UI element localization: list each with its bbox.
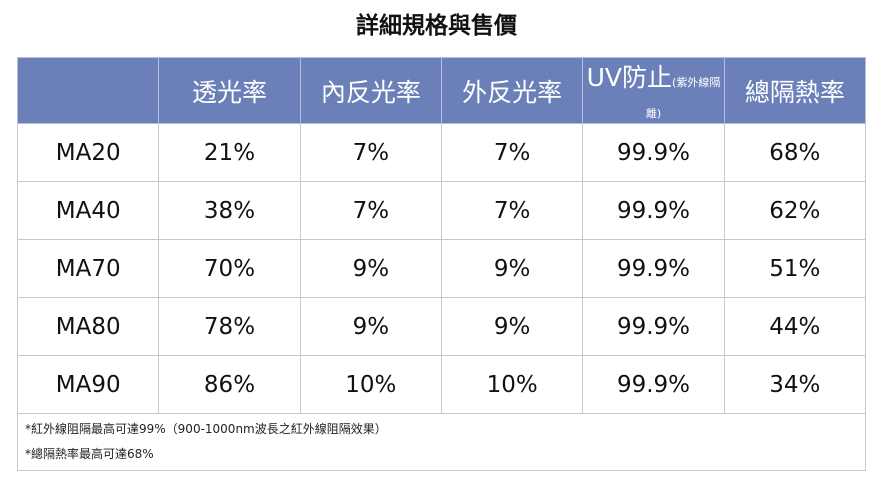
header-uv-label: UV防止 [586, 63, 673, 92]
table-row: MA80 78% 9% 9% 99.9% 44% [16, 297, 867, 356]
value-cell: 99.9% [582, 181, 725, 240]
value-cell: 99.9% [582, 297, 725, 356]
header-blank [16, 57, 160, 124]
value-cell: 99.9% [582, 355, 725, 414]
value-cell: 7% [440, 181, 584, 240]
model-cell: MA80 [16, 297, 160, 356]
value-cell: 99.9% [582, 239, 725, 298]
table-row: MA90 86% 10% 10% 99.9% 34% [16, 355, 867, 414]
model-cell: MA20 [16, 123, 160, 182]
header-uv-note: (紫外線隔離) [645, 76, 721, 120]
footnote: *紅外線阻隔最高可達99%（900-1000nm波長之紅外線阻隔效果） [25, 422, 387, 436]
footnote: *總隔熱率最高可達68% [25, 447, 154, 461]
value-cell: 9% [440, 239, 584, 298]
value-cell: 21% [158, 123, 301, 182]
value-cell: 68% [723, 123, 867, 182]
table-row: MA20 21% 7% 7% 99.9% 68% [16, 123, 867, 182]
header-interior-reflectance: 內反光率 [299, 57, 442, 124]
footnotes: *紅外線阻隔最高可達99%（900-1000nm波長之紅外線阻隔效果） *總隔熱… [17, 408, 866, 471]
value-cell: 9% [440, 297, 584, 356]
value-cell: 9% [299, 297, 442, 356]
page-title: 詳細規格與售價 [356, 13, 517, 39]
header-transmittance: 透光率 [158, 57, 301, 124]
value-cell: 44% [723, 297, 867, 356]
value-cell: 10% [299, 355, 442, 414]
spec-table: 透光率 內反光率 外反光率 UV防止(紫外線隔離) 總隔熱率 MA20 21% 7%… [16, 57, 867, 414]
table-header-row: 透光率 內反光率 外反光率 UV防止(紫外線隔離) 總隔熱率 [16, 57, 867, 124]
value-cell: 10% [440, 355, 584, 414]
value-cell: 86% [158, 355, 301, 414]
header-uv: UV防止(紫外線隔離) [582, 57, 725, 124]
value-cell: 7% [299, 181, 442, 240]
value-cell: 70% [158, 239, 301, 298]
header-total-heat-rejection: 總隔熱率 [723, 57, 867, 124]
table-row: MA40 38% 7% 7% 99.9% 62% [16, 181, 867, 240]
model-cell: MA90 [16, 355, 160, 414]
value-cell: 78% [158, 297, 301, 356]
value-cell: 9% [299, 239, 442, 298]
table-row: MA70 70% 9% 9% 99.9% 51% [16, 239, 867, 298]
value-cell: 99.9% [582, 123, 725, 182]
value-cell: 62% [723, 181, 867, 240]
value-cell: 7% [440, 123, 584, 182]
value-cell: 51% [723, 239, 867, 298]
model-cell: MA70 [16, 239, 160, 298]
value-cell: 38% [158, 181, 301, 240]
value-cell: 7% [299, 123, 442, 182]
model-cell: MA40 [16, 181, 160, 240]
header-exterior-reflectance: 外反光率 [440, 57, 584, 124]
value-cell: 34% [723, 355, 867, 414]
